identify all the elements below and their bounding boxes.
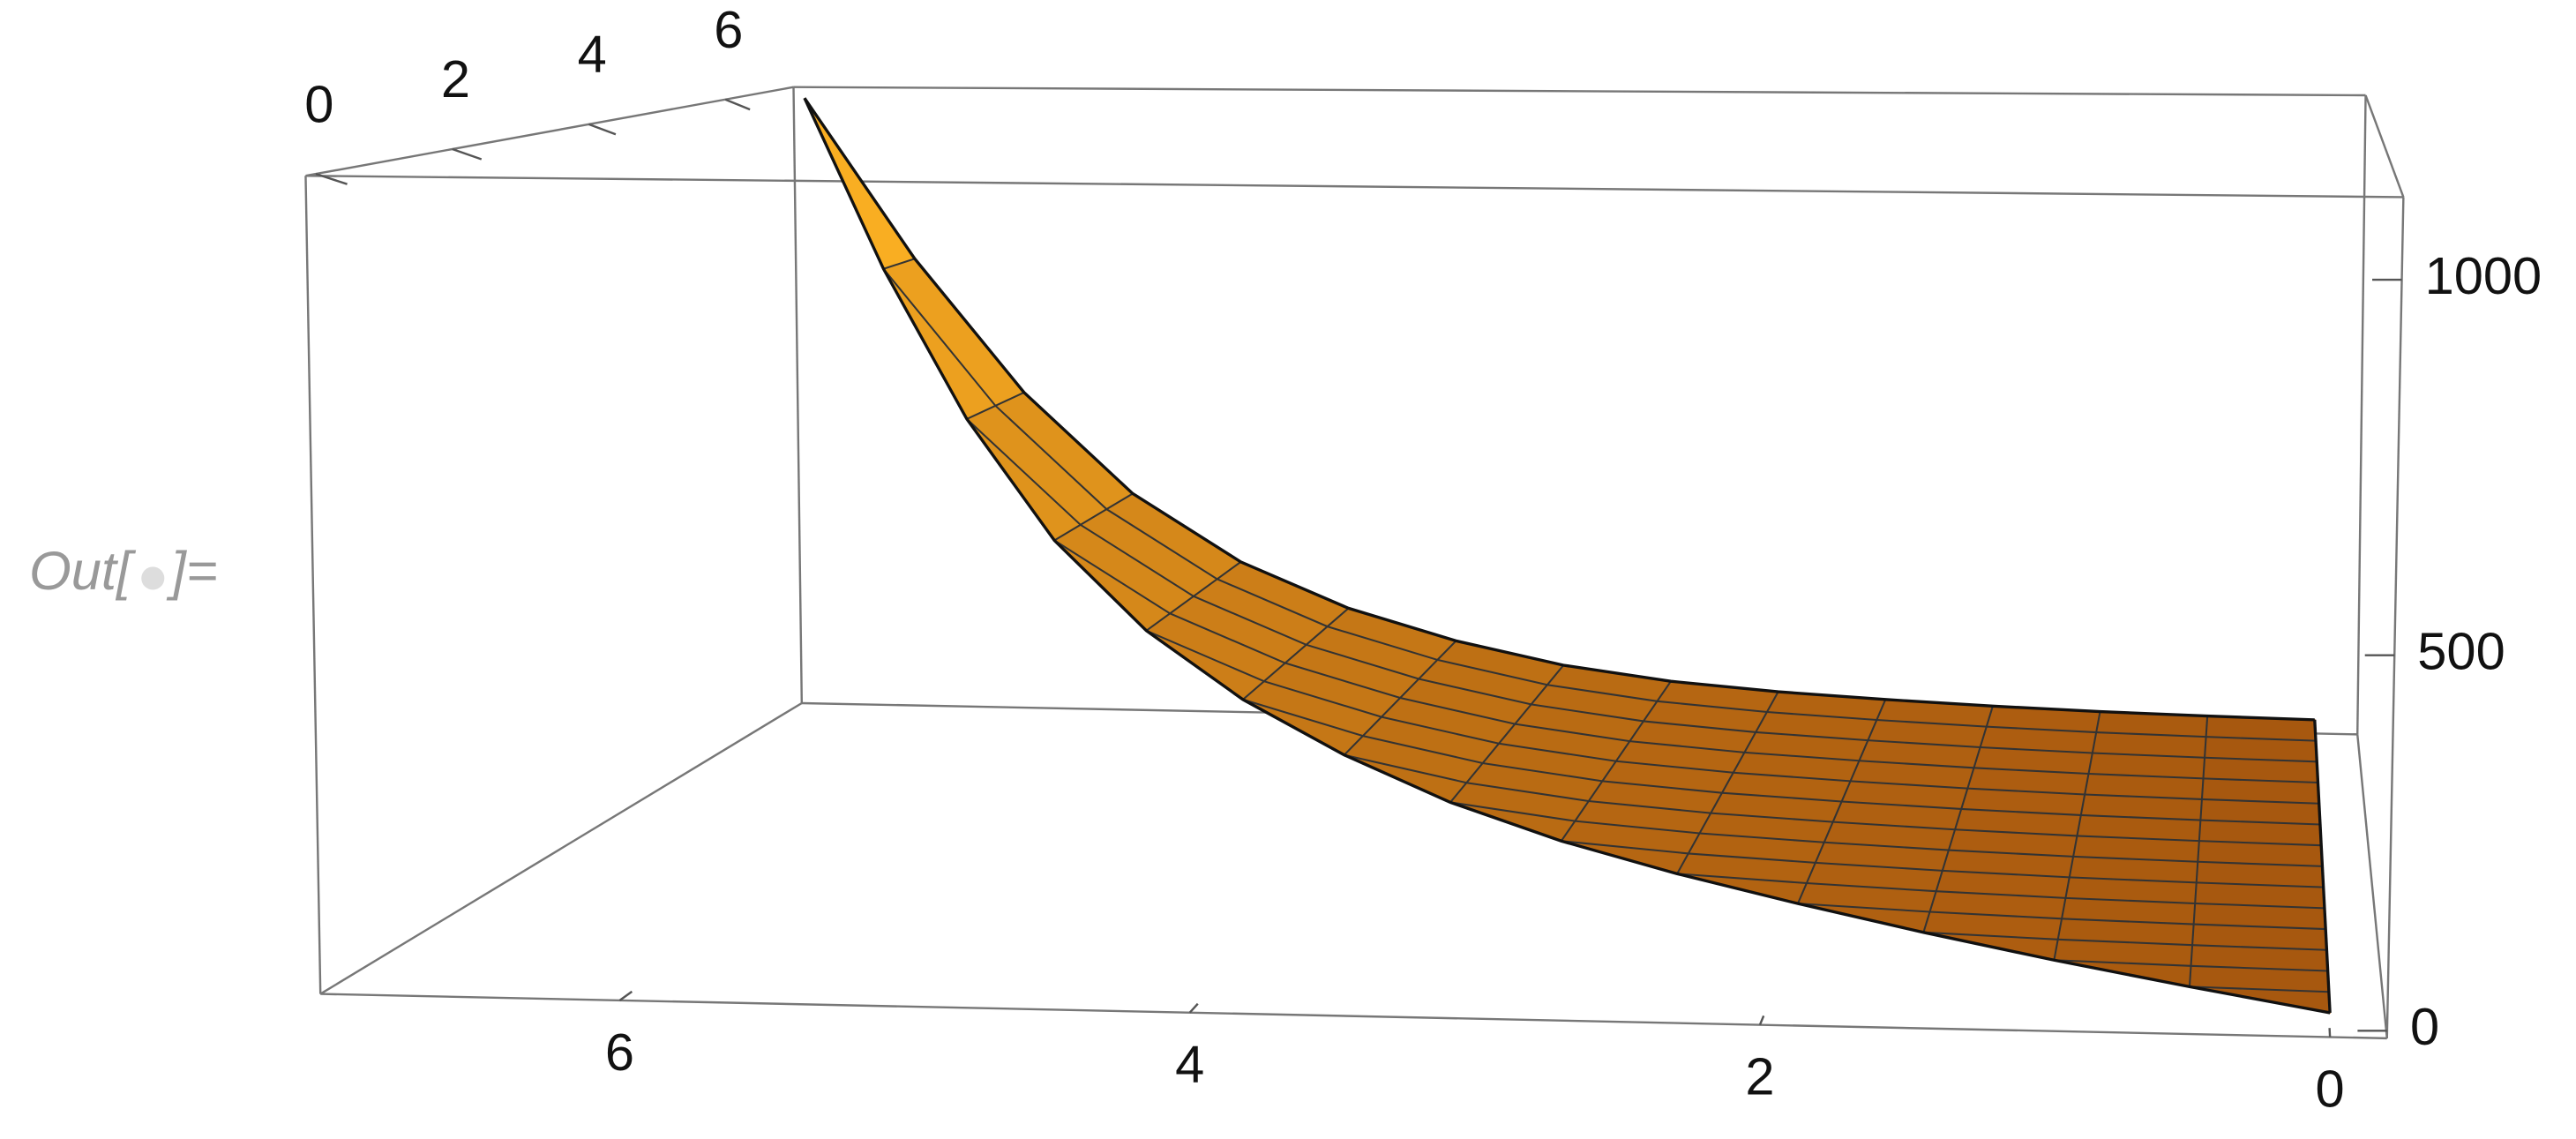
box-edge	[2364, 94, 2405, 198]
cell-label-close: ]=	[166, 541, 218, 602]
mesh-line	[2054, 959, 2328, 972]
box-edge	[2356, 94, 2367, 735]
z-tick-label: 1000	[2425, 246, 2542, 305]
box-edge	[305, 175, 2404, 199]
y-tick-label: 6	[714, 0, 743, 59]
surface-edge	[803, 97, 2315, 722]
z-tick-label: 500	[2417, 621, 2505, 680]
mesh-line	[1146, 629, 2319, 805]
mesh-line	[1676, 691, 1779, 874]
cell-label-dot	[141, 566, 165, 590]
box-edge	[304, 176, 322, 994]
mesh-line	[1053, 539, 2318, 784]
mesh-line	[1449, 664, 1565, 804]
x-tick	[1758, 1015, 1765, 1026]
x-tick	[1188, 1002, 1199, 1014]
y-tick-label: 0	[304, 74, 333, 133]
y-tick	[315, 172, 348, 185]
mesh-line	[1449, 801, 2323, 867]
x-tick-label: 0	[2316, 1060, 2345, 1119]
x-tick-label: 2	[1745, 1047, 1774, 1106]
box-edge	[792, 86, 804, 703]
mesh-line	[1922, 706, 1994, 933]
mesh-line	[1344, 753, 2322, 847]
mesh-line	[2189, 985, 2329, 993]
mesh-line	[1242, 607, 1350, 701]
box-edge	[793, 86, 2366, 97]
mesh-line	[1242, 698, 2321, 826]
y-tick	[588, 123, 617, 136]
box-edge	[320, 993, 2387, 1040]
mesh-line	[882, 268, 2317, 742]
y-tick-label: 4	[578, 25, 607, 84]
x-tick-label: 4	[1175, 1035, 1204, 1094]
y-tick	[724, 98, 751, 111]
box-edge	[2385, 197, 2405, 1038]
mesh-line	[1797, 903, 2326, 931]
x-tick	[2328, 1028, 2332, 1038]
y-tick	[452, 147, 483, 161]
mesh-line	[1053, 492, 1134, 542]
mesh-line	[1677, 873, 2325, 910]
surface-edge	[2313, 719, 2332, 1014]
z-tick-label: 0	[2410, 997, 2439, 1056]
x-tick	[618, 990, 633, 1001]
mesh-line	[883, 258, 916, 270]
x-tick-label: 6	[605, 1023, 634, 1082]
y-tick-label: 2	[441, 49, 470, 109]
surface-edge	[803, 97, 2331, 1015]
mesh-line	[1923, 931, 2327, 951]
box-edge	[2356, 734, 2388, 1038]
box-edge	[305, 86, 794, 177]
mesh-line	[2188, 716, 2209, 987]
cell-label-open: Out[	[29, 541, 137, 602]
mesh-line	[966, 418, 2318, 763]
box-edge	[319, 701, 803, 995]
mesh-line	[1561, 840, 2324, 888]
